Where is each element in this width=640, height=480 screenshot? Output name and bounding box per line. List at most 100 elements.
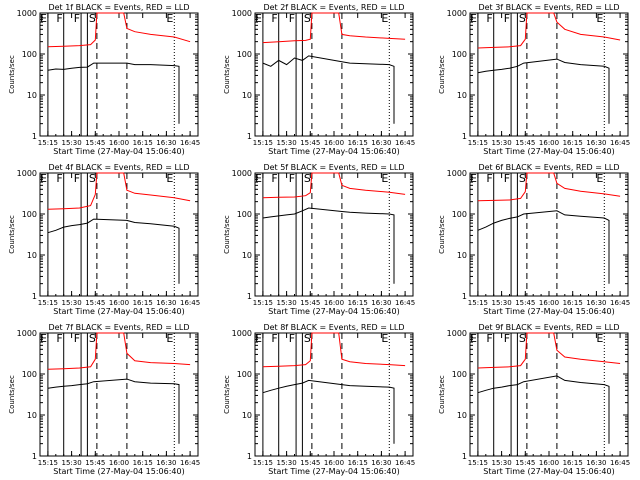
x-tick-label: 15:30 (492, 139, 512, 147)
interval-marker-label: S (89, 12, 96, 25)
y-axis-label: Counts/sec (438, 215, 446, 254)
chart-title: Det 4f BLACK = Events, RED = LLD (48, 163, 189, 172)
x-tick-label: 15:30 (492, 299, 512, 307)
x-tick-label: 15:45 (300, 299, 320, 307)
y-tick-label: 100 (22, 370, 37, 379)
interval-marker-label: F (486, 332, 492, 345)
x-tick-label: 16:15 (348, 299, 368, 307)
interval-marker-label: S (89, 172, 96, 185)
chart-title: Det 2f BLACK = Events, RED = LLD (263, 3, 404, 12)
interval-marker-label: S (519, 12, 526, 25)
x-tick-label: 16:30 (156, 459, 176, 467)
y-tick-label: 10 (457, 91, 467, 100)
series-line-lld (47, 172, 191, 210)
interval-marker-label: E (470, 332, 477, 345)
x-tick-label: 15:15 (253, 139, 273, 147)
interval-marker-label: E (255, 12, 262, 25)
x-tick-label: 16:45 (395, 459, 415, 467)
x-tick-label: 15:45 (85, 139, 105, 147)
x-tick-label: 16:15 (133, 299, 153, 307)
y-axis-label: Counts/sec (8, 55, 16, 94)
x-tick-label: 16:30 (156, 299, 176, 307)
x-tick-label: 16:00 (539, 459, 559, 467)
series-line-events (262, 55, 395, 124)
y-tick-label: 10 (27, 251, 37, 260)
x-tick-label: 15:45 (85, 459, 105, 467)
x-tick-label: 16:45 (610, 459, 630, 467)
series-line-events (477, 58, 610, 124)
series-line-lld (262, 12, 406, 44)
interval-marker-label: S (304, 12, 311, 25)
x-tick-label: 16:30 (156, 139, 176, 147)
y-tick-label: 1 (32, 132, 37, 141)
interval-marker-label: F (289, 332, 295, 345)
y-tick-label: 1000 (232, 169, 252, 178)
interval-marker-label: E (470, 12, 477, 25)
interval-marker-label: E (40, 12, 47, 25)
interval-marker-label: F (56, 332, 62, 345)
x-tick-label: 15:45 (515, 299, 535, 307)
series-line-events (47, 218, 180, 284)
x-tick-label: 15:30 (492, 459, 512, 467)
x-tick-label: 15:45 (300, 459, 320, 467)
y-axis-label: Counts/sec (438, 375, 446, 414)
x-tick-label: 16:00 (109, 299, 129, 307)
series-line-lld (477, 12, 621, 49)
x-tick-label: 16:30 (586, 459, 606, 467)
chart-title: Det 6f BLACK = Events, RED = LLD (478, 163, 619, 172)
y-tick-label: 10 (242, 411, 252, 420)
chart-title: Det 5f BLACK = Events, RED = LLD (263, 163, 404, 172)
chart-panel-5: 1 10 100 1000 15:15 15:30 15:45 16:00 16:15 16:30… (223, 163, 415, 316)
x-tick-label: 16:30 (586, 299, 606, 307)
x-tick-label: 16:15 (563, 139, 583, 147)
series-line-events (262, 379, 395, 444)
y-tick-label: 1000 (17, 329, 37, 338)
x-tick-label: 16:30 (371, 139, 391, 147)
interval-marker-label: F (271, 172, 277, 185)
x-tick-label: 15:30 (277, 139, 297, 147)
x-tick-label: 16:45 (610, 139, 630, 147)
chart-title: Det 7f BLACK = Events, RED = LLD (48, 323, 189, 332)
y-tick-label: 10 (242, 91, 252, 100)
interval-marker-label: F (486, 172, 492, 185)
chart-panel-2: 1 10 100 1000 15:15 15:30 15:45 16:00 16:15 16:30… (223, 3, 415, 156)
y-axis-label: Counts/sec (223, 215, 231, 254)
x-tick-label: 16:15 (348, 139, 368, 147)
y-tick-label: 1 (462, 292, 467, 301)
series-line-events (477, 210, 610, 284)
series-line-lld (477, 172, 621, 202)
x-axis-label: Start Time (27-May-04 15:06:40) (53, 307, 184, 316)
y-tick-label: 10 (27, 411, 37, 420)
chart-panel-4: 1 10 100 1000 15:15 15:30 15:45 16:00 16:15 16:30… (8, 163, 200, 316)
y-tick-label: 10 (27, 91, 37, 100)
interval-marker-label: F (289, 12, 295, 25)
chart-panel-9: 1 10 100 1000 15:15 15:30 15:45 16:00 16:15 16:30… (438, 323, 630, 476)
x-tick-label: 15:15 (468, 459, 488, 467)
x-tick-label: 15:15 (38, 459, 58, 467)
interval-marker-label: E (166, 332, 173, 345)
y-tick-label: 1000 (447, 329, 467, 338)
x-tick-label: 15:15 (253, 299, 273, 307)
x-axis-label: Start Time (27-May-04 15:06:40) (268, 147, 399, 156)
chart-panel-1: 1 10 100 1000 15:15 15:30 15:45 16:00 16:15 16:30… (8, 3, 200, 156)
x-tick-label: 16:45 (180, 299, 200, 307)
interval-marker-label: F (504, 332, 510, 345)
y-tick-label: 100 (452, 210, 467, 219)
x-axis-label: Start Time (27-May-04 15:06:40) (483, 307, 614, 316)
y-tick-label: 1000 (232, 9, 252, 18)
interval-marker-label: F (74, 332, 80, 345)
x-axis-label: Start Time (27-May-04 15:06:40) (53, 147, 184, 156)
interval-marker-label: E (596, 332, 603, 345)
interval-marker-label: F (74, 172, 80, 185)
interval-marker-label: E (596, 172, 603, 185)
y-axis-label: Counts/sec (8, 375, 16, 414)
y-tick-label: 10 (242, 251, 252, 260)
interval-marker-label: E (381, 172, 388, 185)
chart-panel-3: 1 10 100 1000 15:15 15:30 15:45 16:00 16:15 16:30… (438, 3, 630, 156)
y-tick-label: 1 (462, 452, 467, 461)
interval-marker-label: E (166, 12, 173, 25)
y-tick-label: 100 (237, 370, 252, 379)
chart-panel-6: 1 10 100 1000 15:15 15:30 15:45 16:00 16:15 16:30… (438, 163, 630, 316)
interval-marker-label: S (304, 332, 311, 345)
series-line-events (262, 207, 395, 284)
